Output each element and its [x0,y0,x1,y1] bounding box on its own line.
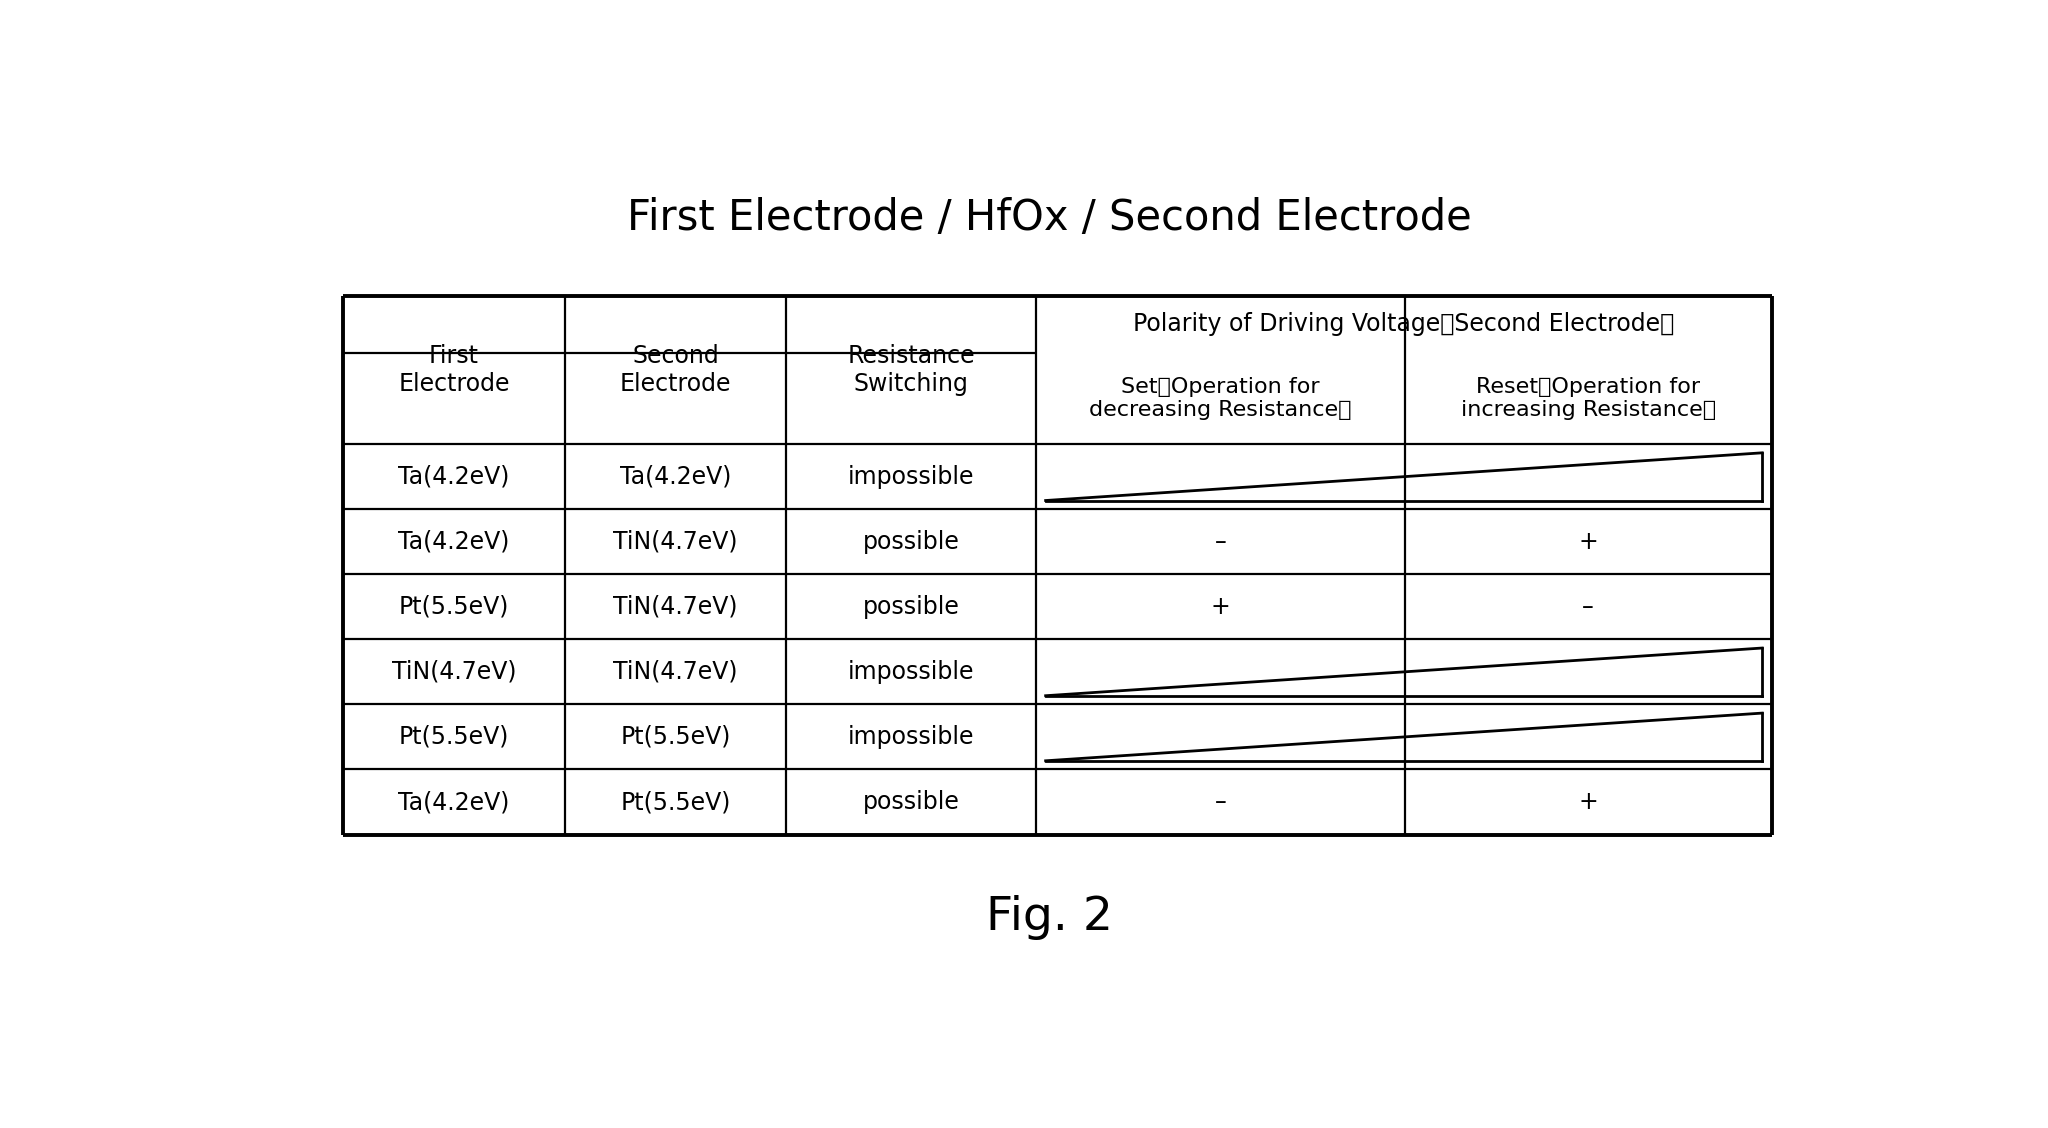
Text: Ta(4.2eV): Ta(4.2eV) [621,465,731,488]
Text: Reset（Operation for
increasing Resistance）: Reset（Operation for increasing Resistanc… [1460,377,1716,420]
Text: First
Electrode: First Electrode [397,344,510,396]
Text: Pt(5.5eV): Pt(5.5eV) [399,725,510,749]
Text: impossible: impossible [848,660,975,684]
Text: TiN(4.7eV): TiN(4.7eV) [612,660,737,684]
Text: Resistance
Switching: Resistance Switching [848,344,975,396]
Text: possible: possible [862,530,961,554]
Text: Ta(4.2eV): Ta(4.2eV) [397,790,510,814]
Text: impossible: impossible [848,465,975,488]
Text: possible: possible [862,790,961,814]
Text: Pt(5.5eV): Pt(5.5eV) [621,725,731,749]
Text: –: – [1583,594,1593,619]
Text: Polarity of Driving Voltage（Second Electrode）: Polarity of Driving Voltage（Second Elect… [1133,312,1675,336]
Text: TiN(4.7eV): TiN(4.7eV) [612,594,737,619]
Text: Set（Operation for
decreasing Resistance）: Set（Operation for decreasing Resistance） [1090,377,1352,420]
Text: +: + [1579,790,1597,814]
Text: +: + [1210,594,1231,619]
Text: Second
Electrode: Second Electrode [621,344,731,396]
Text: +: + [1579,530,1597,554]
Text: First Electrode / HfOx / Second Electrode: First Electrode / HfOx / Second Electrod… [627,197,1473,239]
Text: –: – [1214,530,1227,554]
Text: TiN(4.7eV): TiN(4.7eV) [391,660,516,684]
Text: Pt(5.5eV): Pt(5.5eV) [621,790,731,814]
Text: TiN(4.7eV): TiN(4.7eV) [612,530,737,554]
Text: Ta(4.2eV): Ta(4.2eV) [397,465,510,488]
Text: possible: possible [862,594,961,619]
Text: Fig. 2: Fig. 2 [985,895,1114,940]
Text: –: – [1214,790,1227,814]
Text: Pt(5.5eV): Pt(5.5eV) [399,594,510,619]
Text: Ta(4.2eV): Ta(4.2eV) [397,530,510,554]
Text: impossible: impossible [848,725,975,749]
